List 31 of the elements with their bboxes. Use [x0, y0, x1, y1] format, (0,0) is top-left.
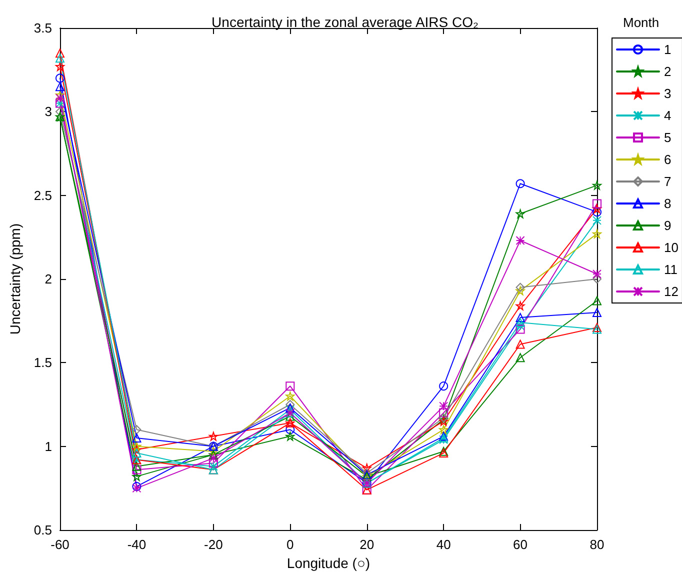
legend-label: 3 — [664, 86, 672, 101]
x-tick-label: -60 — [50, 537, 70, 552]
x-tick-label: 20 — [360, 537, 374, 552]
y-tick-label: 3 — [44, 104, 52, 120]
legend-label: 6 — [664, 152, 672, 167]
x-tick-label: 40 — [436, 537, 451, 552]
legend-label: 8 — [664, 196, 672, 211]
legend-label: 11 — [664, 262, 678, 277]
x-tick-label: 60 — [513, 537, 528, 552]
legend-label: 4 — [664, 108, 672, 123]
y-tick-label: 2.5 — [34, 188, 52, 203]
legend-title: Month — [623, 15, 660, 30]
legend-label: 10 — [664, 240, 678, 255]
x-tick-label: 0 — [286, 537, 294, 552]
x-tick-label: 80 — [590, 537, 604, 552]
x-tick-label: -20 — [204, 537, 223, 552]
y-tick-label: 1 — [44, 438, 52, 454]
x-axis-title: Longitude (○) — [286, 554, 370, 571]
chart-title: Uncertainty in the zonal average AIRS CO₂ — [212, 14, 478, 30]
x-tick-label: -40 — [127, 537, 146, 552]
legend-label: 1 — [664, 42, 672, 57]
legend-label: 9 — [664, 218, 672, 233]
legend-label: 12 — [664, 284, 678, 299]
y-tick-label: 3.5 — [34, 20, 52, 36]
y-axis-title: Uncertainty (ppm) — [7, 223, 23, 335]
legend-label: 5 — [664, 130, 672, 145]
y-tick-label: 0.5 — [34, 522, 52, 538]
legend-label: 7 — [664, 174, 672, 189]
y-tick-label: 1.5 — [34, 355, 52, 370]
y-tick-label: 2 — [44, 272, 52, 286]
legend-label: 2 — [664, 64, 672, 79]
